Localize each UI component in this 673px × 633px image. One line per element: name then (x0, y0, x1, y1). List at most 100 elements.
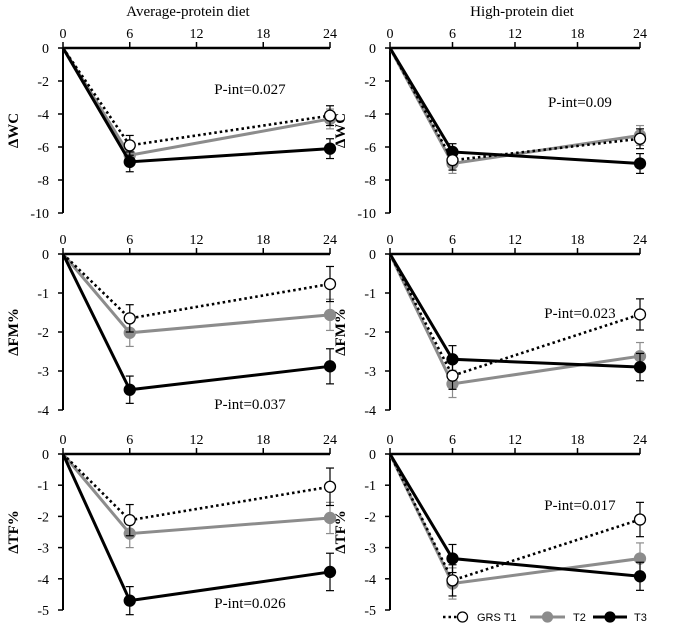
y-tick-label: -8 (364, 174, 376, 189)
x-tick-label: 0 (387, 433, 394, 448)
x-tick-label: 18 (256, 233, 270, 248)
series-grs-t1 (62, 453, 337, 537)
data-point (446, 369, 459, 382)
y-tick-label: -10 (30, 207, 49, 222)
data-point (633, 360, 647, 374)
legend-label: T3 (634, 612, 647, 624)
series-line (61, 253, 331, 392)
y-tick-label: -4 (364, 573, 376, 588)
legend: GRS T1 T2 T3 (443, 611, 647, 624)
p-interaction-label: P-int=0.027 (214, 82, 286, 98)
data-point (323, 142, 337, 155)
series-t2 (61, 47, 337, 166)
x-tick-label: 12 (190, 233, 204, 248)
x-tick-label: 6 (449, 233, 456, 248)
x-tick-label: 18 (571, 233, 585, 248)
panel-4: 0 6 12 18 24 0 -1 -2 -3 -4 ΔFM% P-int=0.023 (333, 233, 647, 419)
y-tick-label: 0 (369, 248, 376, 263)
y-tick-label: -2 (37, 510, 49, 525)
x-tick-label: 24 (633, 433, 647, 448)
y-tick-label: -1 (37, 479, 49, 494)
y-tick-label: 0 (42, 42, 49, 57)
y-tick-label: -1 (364, 287, 376, 302)
x-tick-label: 0 (60, 233, 67, 248)
y-tick-label: -5 (364, 604, 376, 619)
data-point (323, 565, 337, 579)
y-tick-label: 0 (369, 42, 376, 57)
y-tick-label: -1 (37, 287, 49, 302)
y-tick-label: -4 (364, 108, 376, 123)
x-tick-label: 24 (323, 233, 337, 248)
series-line (388, 253, 641, 378)
x-tick-label: 0 (387, 233, 394, 248)
series-t3 (388, 453, 647, 591)
x-tick-label: 24 (633, 27, 647, 42)
data-point (323, 308, 337, 321)
legend-label: T2 (573, 612, 586, 624)
x-tick-label: 6 (449, 27, 456, 42)
data-point (446, 574, 459, 587)
panel-2: 0 6 12 18 24 0 -2 -4 -6 -8 -10 ΔWC P-int=0.09 (333, 27, 647, 222)
data-point (323, 511, 337, 525)
y-axis-label: ΔTF% (333, 510, 349, 554)
y-tick-label: -3 (37, 365, 49, 380)
x-tick-label: 12 (190, 433, 204, 448)
x-tick-label: 18 (256, 433, 270, 448)
y-tick-label: -3 (37, 542, 49, 557)
legend-marker (604, 611, 616, 623)
data-point (123, 513, 136, 527)
series-t3 (61, 47, 337, 173)
x-tick-label: 24 (633, 233, 647, 248)
p-interaction-label: P-int=0.037 (214, 397, 286, 413)
series-line (62, 253, 331, 320)
data-point (123, 594, 136, 607)
data-point (633, 157, 647, 170)
p-interaction-label: P-int=0.026 (214, 596, 286, 612)
y-tick-label: -5 (37, 604, 49, 619)
p-interaction-label: P-int=0.09 (548, 95, 612, 111)
series-grs-t1 (61, 47, 337, 156)
y-tick-label: -4 (37, 573, 49, 588)
panel-3: 0 6 12 18 24 0 -1 -2 -3 -4 ΔFM% P-int=0.037 (6, 233, 337, 419)
y-tick-label: 0 (369, 448, 376, 463)
data-point (123, 139, 136, 152)
x-tick-label: 6 (126, 27, 133, 42)
y-tick-label: -1 (364, 479, 376, 494)
data-point (123, 155, 136, 169)
x-tick-label: 24 (323, 27, 337, 42)
legend-item-t2: T2 (530, 611, 586, 624)
series-t3 (61, 253, 337, 404)
legend-item-t3: T3 (593, 611, 647, 624)
y-axis-label: ΔWC (333, 113, 349, 148)
y-tick-label: -4 (37, 404, 49, 419)
y-tick-label: -4 (364, 404, 376, 419)
p-interaction-label: P-int=0.023 (544, 306, 615, 322)
y-tick-label: -6 (364, 141, 376, 156)
y-tick-label: -4 (37, 108, 49, 123)
x-tick-label: 6 (449, 433, 456, 448)
series-line (61, 47, 331, 164)
y-tick-label: -3 (364, 542, 376, 557)
series-t3 (61, 453, 337, 616)
y-axis-label: ΔTF% (6, 510, 22, 554)
data-point (323, 480, 337, 493)
x-tick-label: 0 (60, 433, 67, 448)
x-tick-label: 0 (60, 27, 67, 42)
column-title-high-protein: High-protein diet (470, 4, 575, 20)
y-tick-label: 0 (42, 448, 49, 463)
data-point (446, 552, 459, 565)
series-line (388, 453, 641, 578)
series-grs-t1 (388, 253, 647, 390)
y-tick-label: 0 (42, 248, 49, 263)
x-tick-label: 12 (508, 233, 522, 248)
y-tick-label: -2 (37, 326, 49, 341)
legend-marker (456, 611, 469, 623)
x-tick-label: 18 (571, 27, 585, 42)
column-title-average-protein: Average-protein diet (126, 4, 250, 20)
x-tick-label: 24 (323, 433, 337, 448)
y-tick-label: -2 (37, 75, 49, 90)
series-grs-t1 (388, 47, 647, 171)
